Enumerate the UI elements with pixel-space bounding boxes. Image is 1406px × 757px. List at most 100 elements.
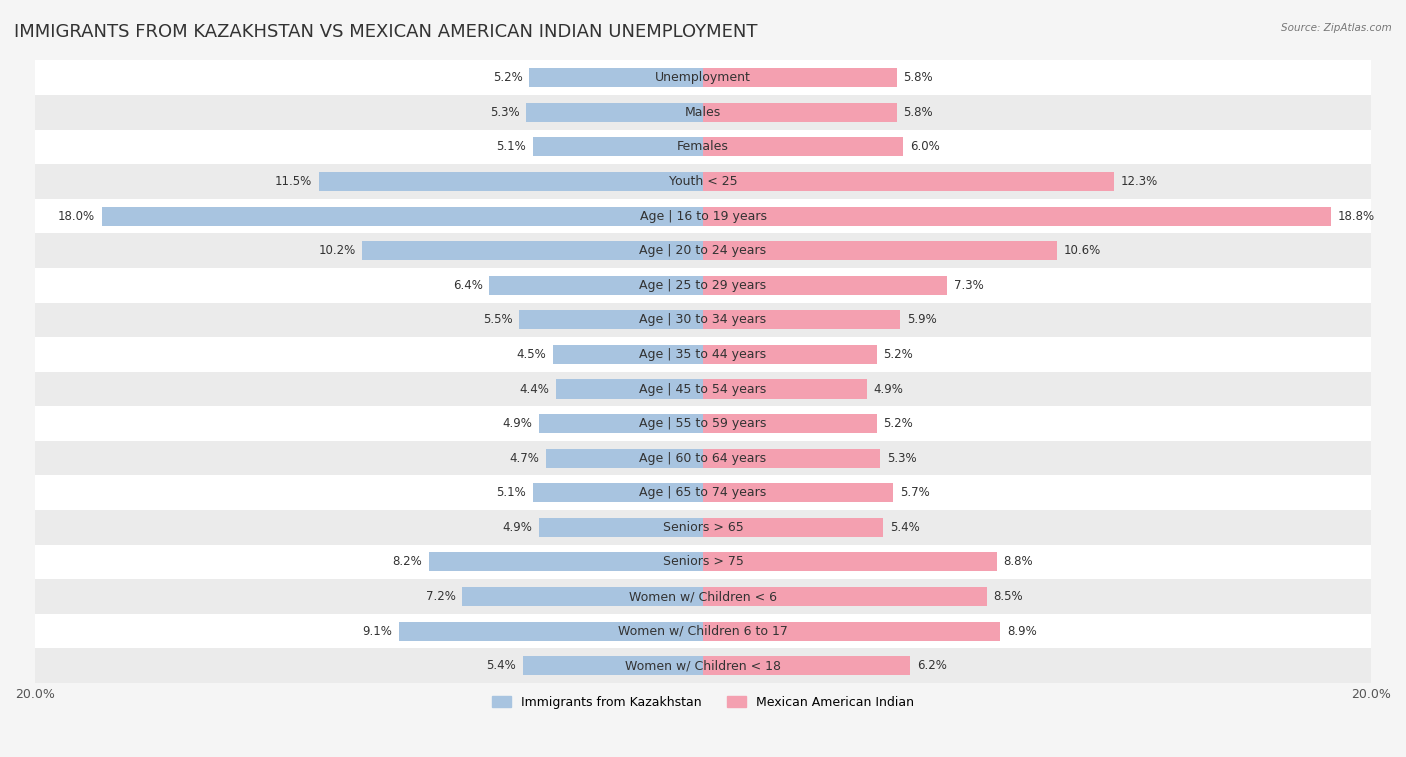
Text: 11.5%: 11.5% (276, 175, 312, 188)
Text: Women w/ Children < 6: Women w/ Children < 6 (628, 590, 778, 603)
Text: 18.0%: 18.0% (58, 210, 96, 223)
Bar (35, 164, 1371, 199)
Text: Age | 30 to 34 years: Age | 30 to 34 years (640, 313, 766, 326)
Bar (703, 518, 883, 537)
Bar (533, 137, 703, 157)
Text: Unemployment: Unemployment (655, 71, 751, 84)
Bar (35, 510, 1371, 544)
Bar (523, 656, 703, 675)
Bar (35, 303, 1371, 337)
Text: 6.4%: 6.4% (453, 279, 482, 291)
Text: 4.9%: 4.9% (503, 417, 533, 430)
Legend: Immigrants from Kazakhstan, Mexican American Indian: Immigrants from Kazakhstan, Mexican Amer… (488, 691, 918, 714)
Text: 5.4%: 5.4% (486, 659, 516, 672)
Text: Males: Males (685, 106, 721, 119)
Bar (35, 233, 1371, 268)
Bar (703, 483, 893, 503)
Text: Age | 35 to 44 years: Age | 35 to 44 years (640, 348, 766, 361)
Bar (35, 129, 1371, 164)
Text: Women w/ Children < 18: Women w/ Children < 18 (626, 659, 780, 672)
Bar (526, 103, 703, 122)
Text: 9.1%: 9.1% (363, 625, 392, 637)
Bar (703, 379, 866, 398)
Bar (546, 449, 703, 468)
Text: 10.2%: 10.2% (318, 245, 356, 257)
Bar (703, 587, 987, 606)
Bar (703, 414, 877, 433)
Bar (703, 241, 1057, 260)
Bar (35, 61, 1371, 95)
Bar (703, 553, 997, 572)
Text: 5.8%: 5.8% (904, 71, 934, 84)
Text: Youth < 25: Youth < 25 (669, 175, 737, 188)
Text: 5.2%: 5.2% (883, 348, 912, 361)
Bar (703, 207, 1331, 226)
Text: Women w/ Children 6 to 17: Women w/ Children 6 to 17 (619, 625, 787, 637)
Bar (399, 621, 703, 640)
Text: 7.2%: 7.2% (426, 590, 456, 603)
Bar (35, 441, 1371, 475)
Bar (35, 544, 1371, 579)
Text: 8.8%: 8.8% (1004, 556, 1033, 569)
Text: 4.5%: 4.5% (516, 348, 546, 361)
Text: 6.0%: 6.0% (910, 140, 939, 154)
Text: 8.9%: 8.9% (1007, 625, 1036, 637)
Bar (533, 483, 703, 503)
Bar (363, 241, 703, 260)
Bar (35, 199, 1371, 233)
Bar (555, 379, 703, 398)
Text: Age | 16 to 19 years: Age | 16 to 19 years (640, 210, 766, 223)
Bar (35, 614, 1371, 649)
Bar (703, 310, 900, 329)
Text: 4.7%: 4.7% (509, 452, 540, 465)
Text: 5.3%: 5.3% (887, 452, 917, 465)
Text: Females: Females (678, 140, 728, 154)
Text: Age | 25 to 29 years: Age | 25 to 29 years (640, 279, 766, 291)
Bar (703, 172, 1114, 191)
Text: 5.4%: 5.4% (890, 521, 920, 534)
Text: 4.9%: 4.9% (503, 521, 533, 534)
Bar (540, 518, 703, 537)
Bar (35, 407, 1371, 441)
Bar (429, 553, 703, 572)
Text: 5.5%: 5.5% (484, 313, 513, 326)
Bar (101, 207, 703, 226)
Text: Age | 45 to 54 years: Age | 45 to 54 years (640, 382, 766, 395)
Text: 18.8%: 18.8% (1337, 210, 1375, 223)
Bar (35, 337, 1371, 372)
Text: 5.1%: 5.1% (496, 486, 526, 500)
Text: 5.7%: 5.7% (900, 486, 929, 500)
Text: 6.2%: 6.2% (917, 659, 946, 672)
Bar (463, 587, 703, 606)
Bar (35, 95, 1371, 129)
Text: 5.2%: 5.2% (883, 417, 912, 430)
Text: Source: ZipAtlas.com: Source: ZipAtlas.com (1281, 23, 1392, 33)
Text: 7.3%: 7.3% (953, 279, 983, 291)
Text: Age | 65 to 74 years: Age | 65 to 74 years (640, 486, 766, 500)
Bar (553, 345, 703, 364)
Bar (489, 276, 703, 294)
Bar (35, 372, 1371, 407)
Text: Age | 60 to 64 years: Age | 60 to 64 years (640, 452, 766, 465)
Text: 4.4%: 4.4% (519, 382, 550, 395)
Bar (35, 268, 1371, 303)
Bar (540, 414, 703, 433)
Text: 5.2%: 5.2% (494, 71, 523, 84)
Bar (35, 649, 1371, 683)
Text: 5.8%: 5.8% (904, 106, 934, 119)
Text: 8.5%: 8.5% (994, 590, 1024, 603)
Bar (35, 579, 1371, 614)
Text: 12.3%: 12.3% (1121, 175, 1157, 188)
Bar (35, 475, 1371, 510)
Text: Age | 20 to 24 years: Age | 20 to 24 years (640, 245, 766, 257)
Text: Seniors > 75: Seniors > 75 (662, 556, 744, 569)
Bar (703, 103, 897, 122)
Text: 5.9%: 5.9% (907, 313, 936, 326)
Text: 4.9%: 4.9% (873, 382, 903, 395)
Bar (703, 276, 946, 294)
Bar (703, 449, 880, 468)
Bar (703, 68, 897, 87)
Text: 5.3%: 5.3% (489, 106, 519, 119)
Bar (529, 68, 703, 87)
Bar (703, 621, 1000, 640)
